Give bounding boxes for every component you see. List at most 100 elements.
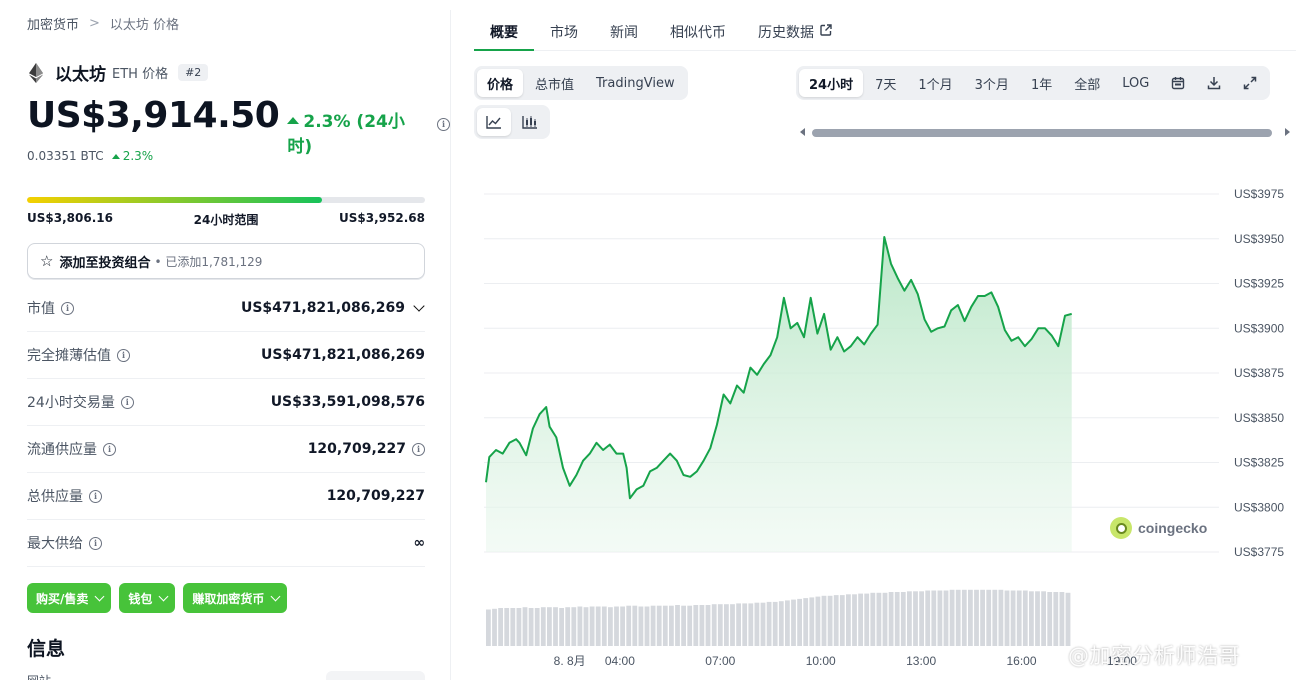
stat-row-fdv: 完全摊薄估值 i US$471,821,086,269 xyxy=(27,332,425,379)
coin-summary-panel: 加密货币 > 以太坊 价格 以太坊 ETH 价格 #2 US$3,914.50 … xyxy=(0,0,450,680)
fullscreen-button[interactable] xyxy=(1233,69,1267,97)
info-icon[interactable]: i xyxy=(437,117,450,131)
action-buttons: 购买/售卖 钱包 赚取加密货币 xyxy=(27,583,288,613)
stat-row-market-cap[interactable]: 市值 i US$471,821,086,269 xyxy=(27,285,425,332)
chevron-down-icon xyxy=(94,591,105,601)
volume-bar xyxy=(943,590,949,646)
info-icon[interactable]: i xyxy=(412,442,425,456)
info-icon[interactable]: i xyxy=(61,301,74,315)
scrollbar-thumb[interactable] xyxy=(812,129,1272,137)
volume-bar xyxy=(748,603,754,646)
breadcrumb-current: 以太坊 价格 xyxy=(109,18,180,33)
volume-bar xyxy=(534,608,540,646)
range-high: US$3,952.68 xyxy=(339,211,425,225)
volume-bar xyxy=(656,605,662,646)
y-tick-label: US$3850 xyxy=(1234,411,1284,425)
volume-bar xyxy=(1047,592,1053,646)
volume-bar xyxy=(803,598,809,646)
tab-similar-coins[interactable]: 相似代币 xyxy=(670,25,726,41)
stat-label-text: 24小时交易量 xyxy=(27,395,115,411)
wallet-button[interactable]: 钱包 xyxy=(119,583,176,613)
coingecko-logo xyxy=(1110,517,1132,539)
volume-bar xyxy=(791,599,796,646)
stat-value: 120,709,227 i xyxy=(308,441,425,457)
volume-bar xyxy=(699,605,705,646)
volume-bar xyxy=(540,607,546,646)
range-1y[interactable]: 1年 xyxy=(1030,77,1053,93)
volume-bar xyxy=(492,608,497,646)
btc-change: 2.3% xyxy=(111,149,153,163)
earn-crypto-button[interactable]: 赚取加密货币 xyxy=(183,583,288,613)
volume-bar xyxy=(687,605,693,646)
tab-historical-data[interactable]: 历史数据 xyxy=(742,14,848,51)
scroll-left-arrow-icon[interactable] xyxy=(800,128,805,136)
volume-bar xyxy=(608,607,613,646)
volume-bar xyxy=(809,597,815,646)
x-tick-label: 8. 8月 xyxy=(554,654,586,668)
stat-label: 总供应量 i xyxy=(27,486,102,506)
range-1m[interactable]: 1个月 xyxy=(918,77,953,93)
buy-sell-button[interactable]: 购买/售卖 xyxy=(27,583,112,613)
stat-label-text: 总供应量 xyxy=(27,489,83,505)
view-market-cap[interactable]: 总市值 xyxy=(535,77,575,93)
tab-markets[interactable]: 市场 xyxy=(550,25,578,41)
coin-header: 以太坊 ETH 价格 #2 xyxy=(27,60,209,85)
y-tick-label: US$3975 xyxy=(1234,187,1284,201)
range-all[interactable]: 全部 xyxy=(1074,77,1101,93)
chart-view-toggle: 价格 总市值 TradingView xyxy=(474,66,688,100)
info-section-title: 信息 xyxy=(27,638,66,660)
volume-bar xyxy=(955,589,961,646)
stat-label-text: 流通供应量 xyxy=(27,442,97,458)
info-website-chip[interactable] xyxy=(326,671,425,680)
chevron-down-icon[interactable] xyxy=(413,300,425,312)
candlestick-button[interactable] xyxy=(513,108,547,136)
info-icon[interactable]: i xyxy=(103,442,116,456)
volume-bar xyxy=(778,601,784,646)
volume-bar xyxy=(516,608,522,646)
volume-bar xyxy=(693,605,699,646)
line-chart-button[interactable] xyxy=(477,108,511,136)
volume-bar xyxy=(937,590,943,646)
y-tick-label: US$3950 xyxy=(1234,232,1284,246)
volume-bar xyxy=(1010,590,1016,646)
stats-table: 市值 i US$471,821,086,269 完全摊薄估值 i US$471,82… xyxy=(27,285,425,567)
stat-label: 流通供应量 i xyxy=(27,439,116,459)
volume-bar xyxy=(638,606,644,646)
calendar-icon xyxy=(1172,77,1185,90)
chart-type-toggle xyxy=(474,105,550,139)
coin-price: US$3,914.50 xyxy=(27,95,280,136)
range-3m[interactable]: 3个月 xyxy=(974,77,1009,93)
column-divider xyxy=(450,10,451,680)
info-icon[interactable]: i xyxy=(89,536,102,550)
range-7d[interactable]: 7天 xyxy=(875,77,897,93)
external-link-icon xyxy=(820,24,832,36)
volume-bar xyxy=(986,589,992,646)
view-price[interactable]: 价格 xyxy=(477,69,524,97)
stat-value: US$471,821,086,269 xyxy=(260,347,425,363)
tab-news[interactable]: 新闻 xyxy=(610,25,638,41)
info-icon[interactable]: i xyxy=(120,395,134,409)
stat-label: 完全摊薄估值 i xyxy=(27,345,130,365)
calendar-button[interactable] xyxy=(1161,69,1195,97)
breadcrumb-root-link[interactable]: 加密货币 xyxy=(27,18,80,33)
range-24h[interactable]: 24小时 xyxy=(799,69,864,97)
price-chart[interactable]: US$3975 US$3950 US$3925 US$3900 US$3875 US$38… xyxy=(474,150,1300,680)
volume-bar xyxy=(662,605,668,646)
info-icon[interactable]: i xyxy=(117,348,130,362)
volume-bar xyxy=(876,592,882,646)
add-to-portfolio-button[interactable]: ☆ 添加至投资组合 • 已添加1,781,129 xyxy=(27,243,425,279)
tab-overview[interactable]: 概要 xyxy=(474,14,534,51)
info-icon[interactable]: i xyxy=(89,489,102,503)
stat-label-text: 完全摊薄估值 xyxy=(27,348,111,364)
volume-bar xyxy=(833,595,839,646)
star-icon: ☆ xyxy=(40,252,54,270)
volume-bar xyxy=(925,590,931,646)
download-button[interactable] xyxy=(1197,69,1231,97)
range-log[interactable]: LOG xyxy=(1122,75,1150,91)
volume-bar xyxy=(559,608,564,646)
chart-range-scrollbar[interactable] xyxy=(798,127,1292,139)
price-change-text: 2.3% (24小时) xyxy=(287,112,405,157)
view-tradingview[interactable]: TradingView xyxy=(596,75,675,91)
volume-bar xyxy=(961,589,967,646)
scroll-right-arrow-icon[interactable] xyxy=(1285,128,1290,136)
